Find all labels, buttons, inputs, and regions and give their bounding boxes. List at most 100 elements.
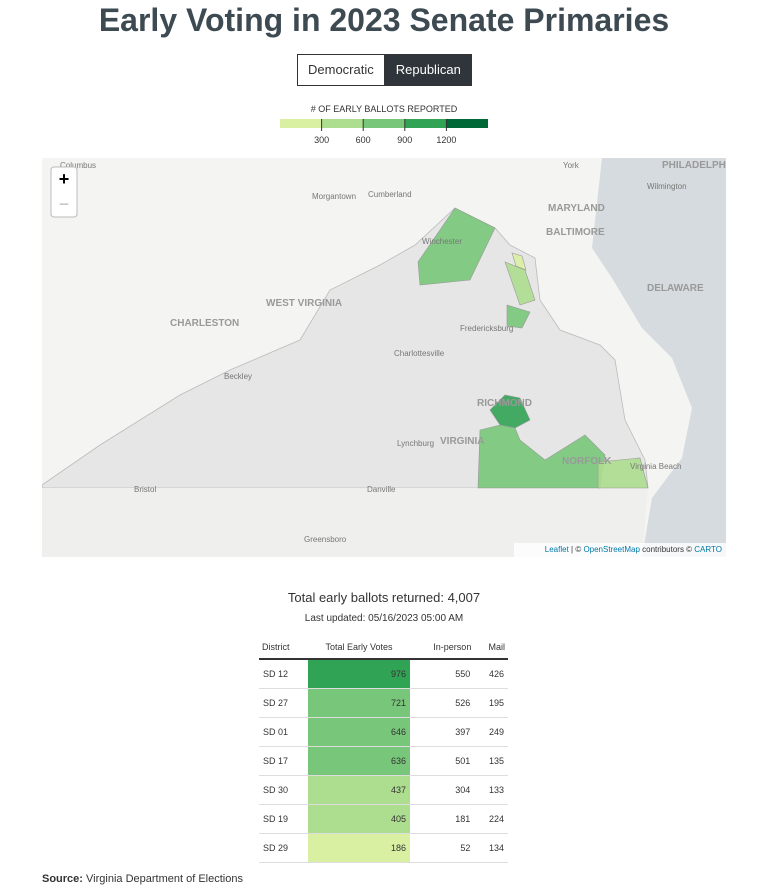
legend-swatch	[404, 119, 447, 128]
column-header: Total Early Votes	[307, 636, 410, 660]
row: SD 27 721 526 195	[259, 688, 508, 718]
tab[interactable]: Republican	[384, 54, 472, 86]
link[interactable]: CARTO	[694, 545, 722, 554]
table: District Total Early Votes In-person Mail SD…	[259, 636, 508, 863]
water	[592, 158, 726, 557]
map-label: Winchester	[422, 237, 462, 246]
district	[506, 304, 531, 329]
map-label: Charlottesville	[394, 349, 445, 358]
attribution-text: | ©	[569, 545, 584, 554]
map-label: BALTIMORE	[546, 227, 605, 238]
header-row: District Total Early Votes In-person Mail	[259, 636, 508, 660]
legend-swatch	[363, 119, 405, 128]
map-label: MARYLAND	[548, 203, 605, 214]
legend-swatch	[321, 119, 364, 128]
cell: SD 12	[259, 659, 308, 689]
row: SD 12 976 550 426	[259, 659, 508, 689]
link[interactable]: Leaflet	[545, 545, 570, 554]
district	[597, 457, 649, 489]
cell: 636	[307, 746, 410, 776]
source-label: Source:	[42, 873, 83, 885]
updated: Last updated: 05/16/2023 05:00 AM	[304, 613, 464, 624]
cell: SD 30	[259, 775, 308, 805]
zoom-control	[50, 166, 78, 218]
source: Source: Virginia Department of Elections	[42, 873, 243, 885]
map-label: Columbus	[60, 161, 96, 170]
map-label: CHARLESTON	[170, 318, 239, 329]
cell: 195	[474, 688, 508, 718]
map: Columbus Morgantown Cumberland York PHILADEL…	[42, 158, 726, 557]
title: Early Voting in 2023 Senate Primaries	[98, 2, 670, 38]
map-label: VIRGINIA	[440, 436, 484, 447]
map-label: DELAWARE	[647, 283, 704, 294]
legend-tick-label: 1200	[436, 135, 456, 145]
cell: 721	[307, 688, 410, 718]
link[interactable]: OpenStreetMap	[583, 545, 640, 554]
attribution-text: contributors ©	[640, 545, 694, 554]
cell: 405	[307, 804, 410, 834]
district	[477, 424, 606, 489]
map-label: WEST VIRGINIA	[266, 298, 342, 309]
cell: 135	[474, 746, 508, 776]
row: SD 19 405 181 224	[259, 804, 508, 834]
cell: 437	[307, 775, 410, 805]
column-header: In-person	[409, 636, 475, 660]
district	[511, 252, 527, 271]
cell: 52	[409, 833, 475, 863]
map-label: Beckley	[224, 372, 252, 381]
attribution-bg	[514, 543, 726, 557]
legend-swatch	[280, 119, 322, 128]
legend-title: # OF EARLY BALLOTS REPORTED	[311, 104, 458, 114]
map-label: PHILADELPHIA	[662, 160, 726, 171]
zoom-out[interactable]: −	[59, 194, 70, 214]
cell: 186	[307, 833, 410, 863]
map-label: Greensboro	[304, 535, 347, 544]
map-label: RICHMOND	[477, 398, 532, 409]
legend-tick-label: 300	[314, 135, 329, 145]
map-label: Bristol	[134, 485, 156, 494]
legend: # OF EARLY BALLOTS REPORTED 300 600 900 120…	[280, 104, 488, 145]
legend-swatch	[446, 119, 488, 128]
cell: 526	[409, 688, 475, 718]
cell: SD 27	[259, 688, 308, 718]
cell: 249	[474, 717, 508, 747]
attribution: Leaflet | © OpenStreetMap contributors ©…	[545, 545, 722, 554]
map-label: NORFOLK	[562, 456, 612, 467]
row: SD 30 437 304 133	[259, 775, 508, 805]
tab[interactable]: Democratic	[297, 54, 385, 86]
total: Total early ballots returned: 4,007	[287, 590, 481, 605]
cell: 224	[474, 804, 508, 834]
cell: SD 29	[259, 833, 308, 863]
cell: 181	[409, 804, 475, 834]
cell: SD 19	[259, 804, 308, 834]
map-label: Fredericksburg	[460, 324, 513, 333]
zoom-in[interactable]: +	[59, 169, 70, 189]
map-label: Cumberland	[368, 190, 412, 199]
legend-tick-label: 600	[356, 135, 371, 145]
map-label: Morgantown	[312, 192, 356, 201]
map-label: Danville	[367, 485, 396, 494]
map-label: Virginia Beach	[630, 462, 681, 471]
district	[417, 207, 496, 286]
cell: SD 17	[259, 746, 308, 776]
cell: 133	[474, 775, 508, 805]
cell: 134	[474, 833, 508, 863]
column-header: District	[259, 636, 308, 660]
tabs: Democratic Republican	[297, 54, 472, 86]
row: SD 01 646 397 249	[259, 717, 508, 747]
cell: 550	[409, 659, 475, 689]
cell: 397	[409, 717, 475, 747]
cell: 976	[307, 659, 410, 689]
column-header: Mail	[474, 636, 508, 660]
north-carolina	[42, 488, 648, 557]
map-label: Wilmington	[647, 182, 687, 191]
cell: 646	[307, 717, 410, 747]
district	[504, 261, 536, 306]
map-label: Lynchburg	[397, 439, 434, 448]
row: SD 17 636 501 135	[259, 746, 508, 776]
row: SD 29 186 52 134	[259, 833, 508, 863]
map-label: York	[563, 161, 580, 170]
legend-tick-label: 900	[397, 135, 412, 145]
cell: 501	[409, 746, 475, 776]
